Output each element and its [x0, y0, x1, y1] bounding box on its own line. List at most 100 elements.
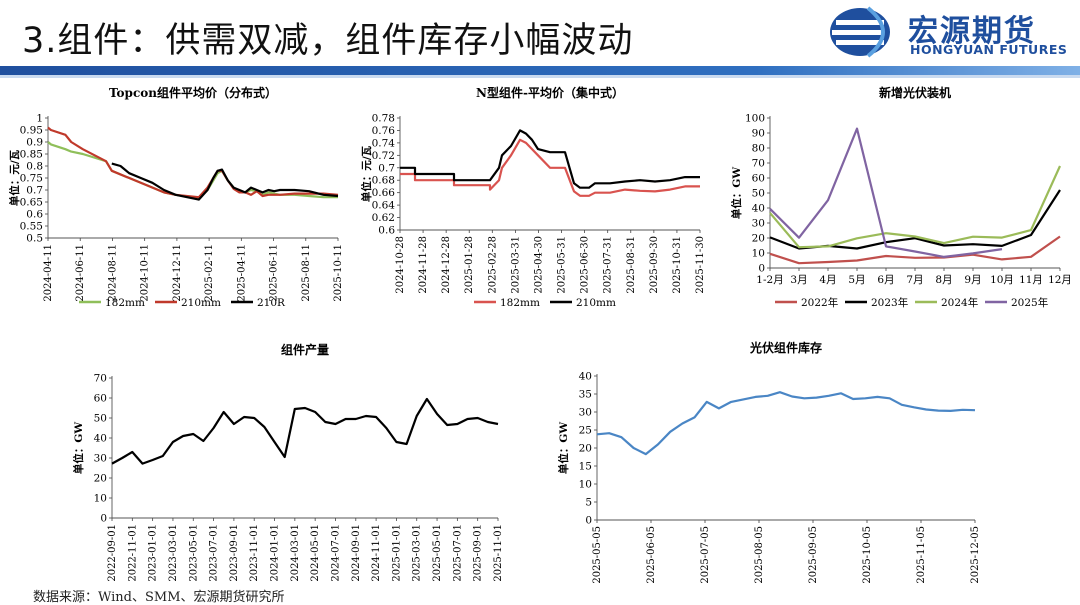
x-tick-label: 2024-12-11: [172, 244, 183, 302]
y-tick-label: 0.62: [372, 212, 395, 224]
y-tick-label: 60: [94, 393, 107, 405]
x-tick-label: 2024-06-11: [75, 244, 86, 302]
x-tick-label: 2023-03-01: [168, 524, 179, 582]
x-tick-label: 2025-05-01: [432, 524, 443, 582]
series-line: [111, 162, 339, 201]
series-line: [596, 391, 976, 456]
x-tick-label: 2025-03-31: [510, 236, 521, 294]
x-tick-label: 9月: [964, 274, 981, 286]
x-tick-label: 2022-09-01: [107, 524, 118, 582]
y-tick-label: 10: [579, 479, 592, 491]
chart-module-inventory: 光伏组件库存 0 5 10 15 20 25 30 35 40 单位：GW 2025-05-05 202…: [545, 340, 985, 586]
x-tick-label: 2024-10-28: [395, 236, 406, 294]
y-tick-label: 30: [752, 218, 765, 230]
y-tick-label: 20: [94, 473, 107, 485]
x-tick-label: 2025-11-01: [493, 524, 504, 582]
y-tick-label: 0.5: [26, 233, 43, 245]
logo-english-name: HONGYUAN FUTURES: [910, 42, 1068, 57]
y-tick-label: 0.66: [372, 187, 396, 199]
y-axis-label: 单位：元/瓦: [8, 149, 21, 206]
legend-label: 182mm: [500, 297, 540, 309]
x-tick-label: 2025-10-11: [333, 244, 344, 302]
y-tick-label: 30: [579, 407, 592, 419]
x-tick-label: 6月: [877, 274, 894, 286]
y-tick-label: 30: [94, 453, 107, 465]
x-tick-label: 2024-05-01: [310, 524, 321, 582]
x-tick-label: 5月: [848, 274, 865, 286]
x-tick-label: 2025-09-30: [649, 236, 660, 294]
legend-label: 210mm: [576, 297, 616, 309]
series-line: [400, 138, 700, 197]
x-tick-label: 2025-09-01: [473, 524, 484, 582]
y-axis-label: 单位：GW: [72, 422, 85, 474]
y-tick-label: 0.8: [26, 161, 43, 173]
y-tick-label: 0.85: [20, 149, 43, 161]
x-tick-label: 2022-11-01: [127, 524, 138, 582]
chart-topcon-price: Topcon组件平均价（分布式） 0.5 0.55 0.6 0.65 0.7 0.75 0.8…: [0, 84, 360, 324]
x-tick-label: 2025-04-30: [533, 236, 544, 294]
x-tick-label: 4月: [819, 274, 836, 286]
legend-label: 210mm: [181, 297, 221, 309]
x-tick-label: 2024-12-28: [441, 236, 452, 294]
y-tick-label: 0.74: [372, 137, 396, 149]
x-tick-label: 2025-06-11: [269, 244, 280, 302]
chart-title: Topcon组件平均价（分布式）: [109, 85, 277, 100]
x-tick-label: 2025-11-05: [916, 526, 927, 584]
x-tick-label: 2025-02-11: [204, 244, 215, 302]
y-tick-label: 0.7: [26, 185, 43, 197]
x-tick-label: 2025-05-05: [592, 526, 603, 584]
x-tick-label: 2024-07-01: [330, 524, 341, 582]
y-tick-label: 0.6: [378, 225, 395, 237]
header: 3.组件：供需双减，组件库存小幅波动 宏源期货 HONGYUAN FUTURES: [0, 0, 1080, 80]
x-tick-label: 2024-04-11: [43, 244, 54, 302]
series-line: [769, 127, 1003, 258]
series-line: [769, 235, 1061, 265]
y-tick-label: 80: [752, 143, 765, 155]
y-axis-label: 单位：元/瓦: [360, 145, 373, 202]
x-tick-label: 2025-07-31: [603, 236, 614, 294]
legend-label: 2022年: [801, 296, 838, 309]
x-tick-label: 2024-01-01: [270, 524, 281, 582]
y-tick-label: 50: [752, 188, 765, 200]
chart-svg: 光伏组件库存 0 5 10 15 20 25 30 35 40 单位：GW 2025-05-05 202…: [557, 340, 981, 584]
x-tick-label: 2023-01-01: [148, 524, 159, 582]
y-tick-label: 10: [94, 493, 107, 505]
x-tick-label: 2025-09-05: [808, 526, 819, 584]
y-tick-label: 40: [752, 203, 765, 215]
x-tick-label: 2023-05-01: [188, 524, 199, 582]
y-tick-label: 0.7: [378, 162, 395, 174]
chart-svg: N型组件-平均价（集中式）0.60.620.640.660.680.70.720…: [360, 85, 706, 309]
x-tick-label: 2024-09-01: [351, 524, 362, 582]
page-title: 3.组件：供需双减，组件库存小幅波动: [22, 21, 634, 61]
source-note: 数据来源：Wind、SMM、宏源期货研究所: [33, 590, 285, 605]
series-line: [111, 397, 499, 465]
x-tick-label: 2025-12-05: [970, 526, 981, 584]
logo-chinese-name: 宏源期货: [908, 14, 1036, 49]
y-tick-label: 0.65: [20, 197, 43, 209]
x-tick-label: 2025-10-05: [862, 526, 873, 584]
y-tick-label: 15: [579, 461, 592, 473]
y-tick-label: 0: [100, 513, 107, 525]
y-tick-label: 70: [752, 158, 765, 170]
y-tick-label: 0.72: [372, 150, 395, 162]
x-tick-label: 2025-01-28: [464, 236, 475, 294]
y-tick-label: 0.95: [20, 125, 43, 137]
y-tick-label: 20: [752, 233, 765, 245]
chart-module-production: 组件产量 0 10 20 30 40 50 60 70 单位：GW 2022-09-01 2022-1…: [70, 340, 510, 586]
y-tick-label: 100: [745, 113, 765, 125]
y-axis-label: 单位：GW: [730, 167, 743, 219]
company-logo: 宏源期货 HONGYUAN FUTURES: [828, 4, 1073, 60]
x-tick-label: 3月: [790, 274, 807, 286]
chart-svg: Topcon组件平均价（分布式）0.50.550.60.650.70.750.8…: [8, 85, 344, 309]
x-tick-label: 7月: [906, 274, 923, 286]
x-tick-label: 2025-08-11: [301, 244, 312, 302]
x-tick-label: 2024-11-01: [371, 524, 382, 582]
y-tick-label: 90: [752, 128, 765, 140]
series-line: [400, 129, 700, 189]
x-tick-label: 2025-11-30: [695, 236, 706, 294]
chart-svg: 组件产量 0 10 20 30 40 50 60 70 单位：GW 2022-09-01 2022-1…: [72, 342, 504, 582]
y-tick-label: 40: [94, 433, 107, 445]
y-tick-label: 1: [36, 113, 43, 125]
legend-label: 2023年: [871, 296, 908, 309]
x-tick-label: 2025-07-05: [700, 526, 711, 584]
